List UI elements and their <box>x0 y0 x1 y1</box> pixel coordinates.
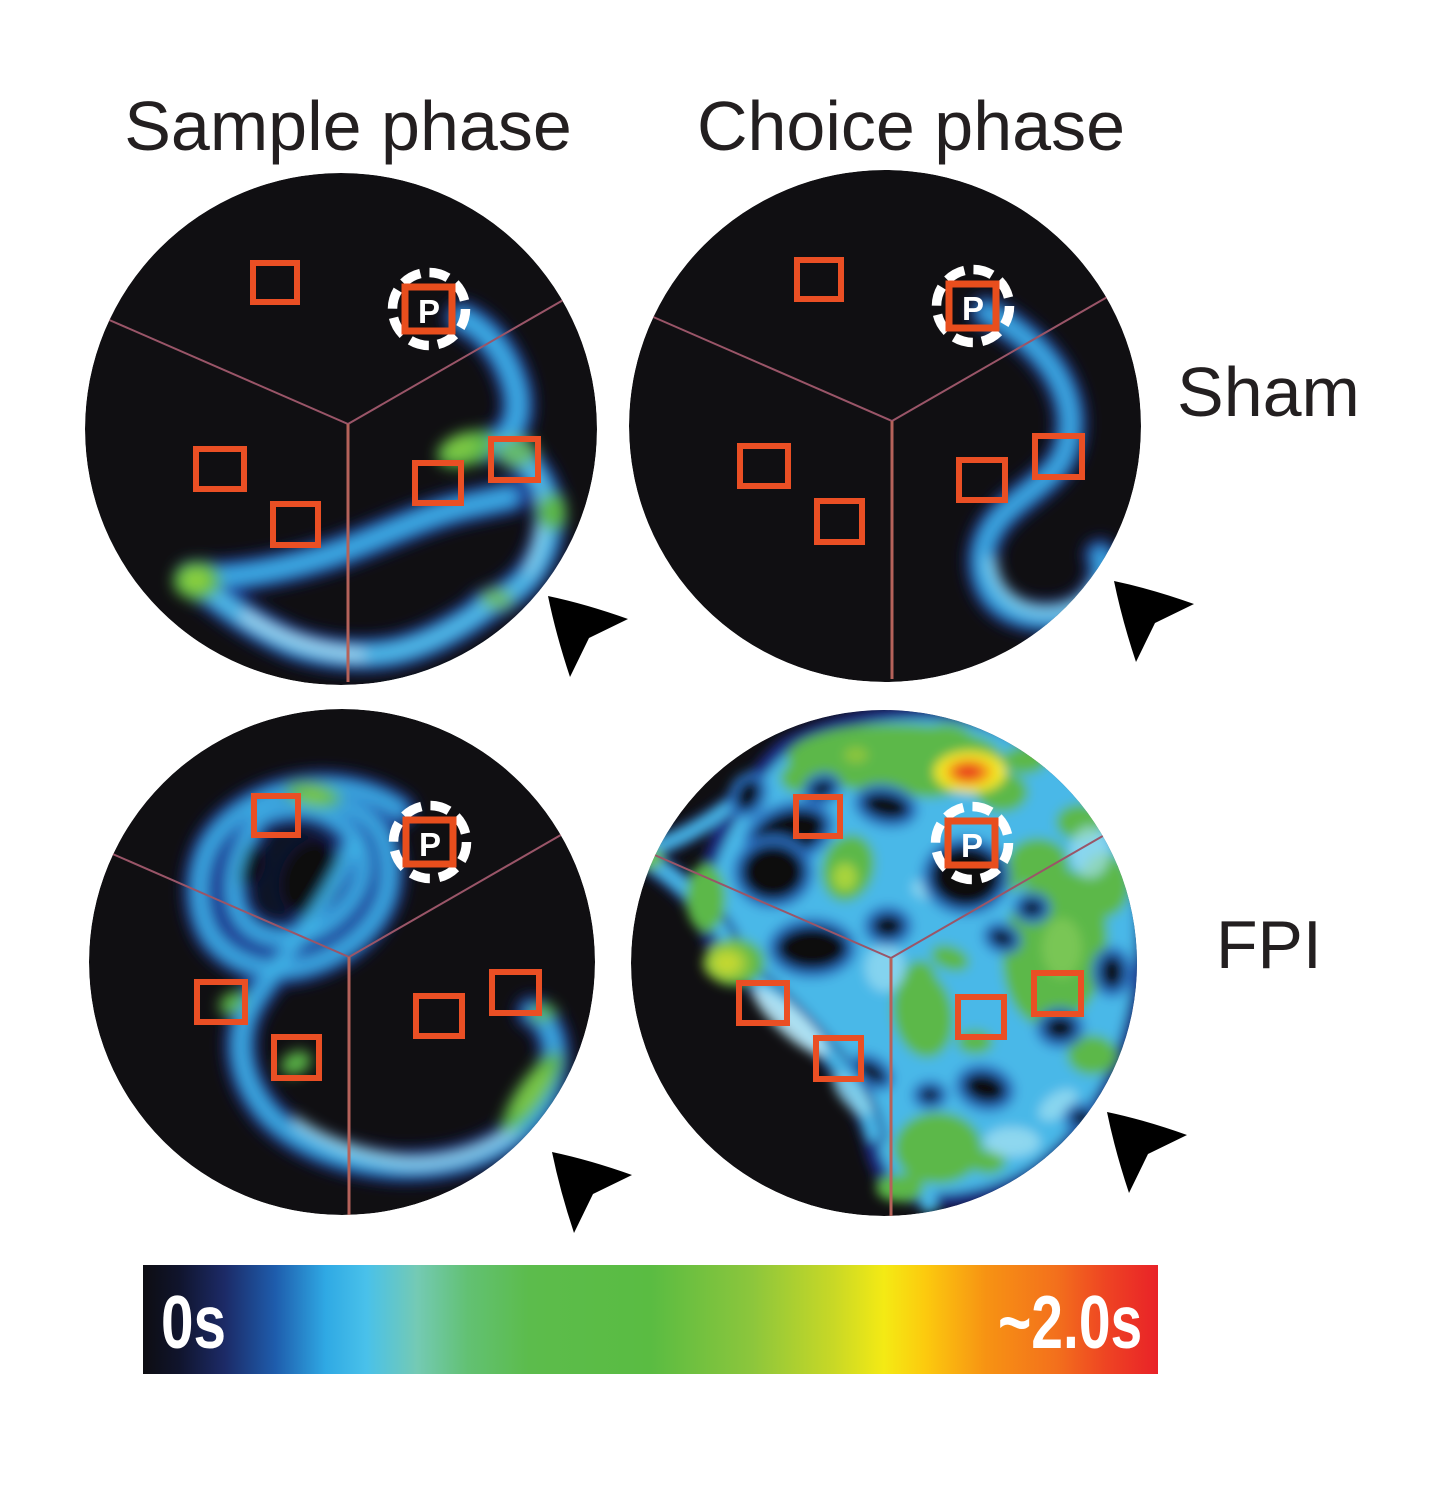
svg-text:Sham: Sham <box>1177 353 1360 431</box>
svg-text:FPI: FPI <box>1216 907 1322 983</box>
svg-text:Sample phase: Sample phase <box>124 87 572 165</box>
svg-text:~2.0s: ~2.0s <box>998 1282 1142 1365</box>
svg-text:Choice phase: Choice phase <box>697 87 1125 165</box>
svg-text:0s: 0s <box>161 1281 226 1365</box>
